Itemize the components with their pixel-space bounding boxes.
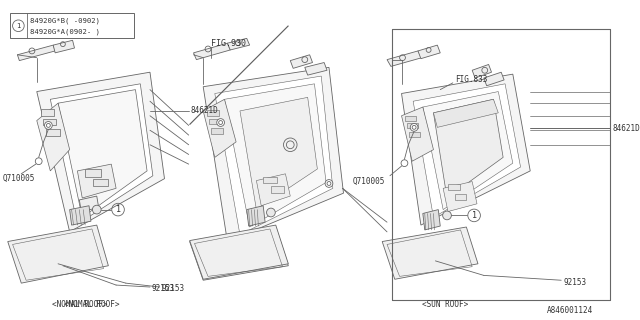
Circle shape bbox=[35, 158, 42, 164]
Polygon shape bbox=[472, 64, 492, 78]
Bar bbox=[209, 119, 221, 124]
Polygon shape bbox=[423, 92, 513, 210]
Circle shape bbox=[45, 122, 52, 129]
Bar bbox=[10, 13, 134, 38]
Polygon shape bbox=[240, 97, 317, 210]
Bar bbox=[271, 186, 284, 193]
Circle shape bbox=[401, 160, 408, 166]
Bar bbox=[207, 110, 219, 116]
Text: FIG.833: FIG.833 bbox=[455, 76, 487, 84]
Circle shape bbox=[410, 124, 418, 131]
Text: FIG.930: FIG.930 bbox=[211, 39, 246, 48]
Circle shape bbox=[92, 205, 101, 214]
Circle shape bbox=[325, 180, 333, 187]
Circle shape bbox=[443, 211, 451, 220]
Polygon shape bbox=[203, 68, 344, 242]
Polygon shape bbox=[401, 107, 433, 161]
Circle shape bbox=[217, 119, 225, 126]
Polygon shape bbox=[387, 51, 422, 67]
Polygon shape bbox=[79, 196, 99, 212]
Polygon shape bbox=[189, 26, 289, 124]
Polygon shape bbox=[17, 45, 55, 60]
Bar bbox=[405, 116, 416, 121]
Polygon shape bbox=[225, 84, 326, 227]
Bar bbox=[448, 184, 460, 190]
Polygon shape bbox=[189, 227, 289, 280]
Text: 92153: 92153 bbox=[152, 284, 175, 293]
Bar bbox=[85, 169, 100, 177]
Bar bbox=[211, 128, 223, 134]
Polygon shape bbox=[433, 99, 503, 198]
Polygon shape bbox=[413, 84, 520, 217]
Text: 84621D: 84621D bbox=[191, 107, 218, 116]
Polygon shape bbox=[8, 225, 108, 283]
Bar bbox=[407, 124, 418, 128]
Bar bbox=[263, 177, 276, 183]
Polygon shape bbox=[227, 38, 250, 50]
Polygon shape bbox=[443, 181, 477, 212]
Bar bbox=[43, 119, 56, 125]
Polygon shape bbox=[418, 45, 440, 59]
Text: <NOMAL ROOF>: <NOMAL ROOF> bbox=[64, 300, 120, 309]
Text: <NOMAL ROOF>: <NOMAL ROOF> bbox=[52, 300, 107, 309]
Polygon shape bbox=[36, 72, 164, 232]
Polygon shape bbox=[77, 164, 116, 198]
Bar bbox=[40, 109, 54, 116]
Polygon shape bbox=[433, 99, 499, 127]
Text: 84621D: 84621D bbox=[612, 124, 640, 133]
Circle shape bbox=[267, 208, 275, 217]
Polygon shape bbox=[36, 103, 70, 171]
Text: A846001124: A846001124 bbox=[547, 306, 593, 315]
Polygon shape bbox=[53, 40, 74, 53]
Polygon shape bbox=[484, 72, 504, 86]
Text: Q710005: Q710005 bbox=[353, 177, 385, 186]
Polygon shape bbox=[257, 174, 291, 206]
Polygon shape bbox=[58, 90, 147, 217]
Polygon shape bbox=[423, 210, 440, 230]
Polygon shape bbox=[401, 74, 530, 225]
Text: 1: 1 bbox=[116, 205, 120, 214]
Text: Q710005: Q710005 bbox=[3, 174, 35, 183]
Text: 1: 1 bbox=[472, 211, 477, 220]
Bar bbox=[47, 129, 60, 136]
Polygon shape bbox=[382, 227, 478, 279]
Text: 92153: 92153 bbox=[563, 278, 586, 287]
Text: 92153: 92153 bbox=[161, 284, 185, 293]
Polygon shape bbox=[215, 76, 333, 235]
Polygon shape bbox=[51, 84, 153, 224]
Bar bbox=[409, 132, 420, 137]
Polygon shape bbox=[291, 55, 312, 68]
Text: 84920G*A(0902- ): 84920G*A(0902- ) bbox=[30, 28, 100, 35]
Polygon shape bbox=[247, 206, 265, 226]
Polygon shape bbox=[193, 43, 230, 60]
Bar bbox=[455, 194, 467, 200]
Text: <SUN ROOF>: <SUN ROOF> bbox=[422, 300, 468, 309]
Polygon shape bbox=[189, 225, 289, 279]
Polygon shape bbox=[203, 99, 236, 157]
Polygon shape bbox=[305, 62, 327, 75]
Text: 84920G*B( -0902): 84920G*B( -0902) bbox=[30, 18, 100, 24]
Bar bbox=[93, 179, 108, 186]
Polygon shape bbox=[70, 206, 91, 225]
Text: 1: 1 bbox=[16, 23, 20, 29]
